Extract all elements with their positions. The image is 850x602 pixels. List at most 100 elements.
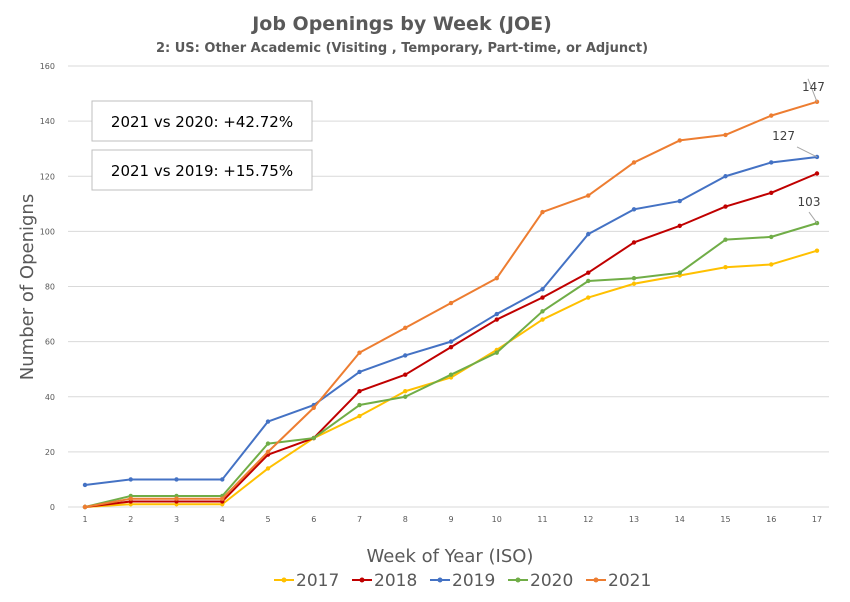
y-tick-label: 160 [40,62,55,71]
x-tick-label: 8 [403,515,408,524]
data-point [814,171,820,176]
data-point [677,270,682,275]
x-axis-ticks: 1 2 3 4 5 6 7 8 9 10 11 12 13 14 15 16 17 [82,515,822,524]
data-point [723,265,728,270]
data-point [448,344,454,350]
data-point [128,496,133,501]
data-point [403,325,408,331]
y-tick-label: 140 [40,117,55,126]
data-point [403,394,408,399]
data-point [220,496,225,501]
x-tick-label: 14 [675,515,685,524]
legend-item-2021: 2021 [586,571,651,591]
y-tick-label: 40 [45,393,55,402]
data-point [265,419,271,424]
chart-title: Job Openings by Week (JOE) [250,13,552,35]
series-2019 [82,154,820,488]
data-point [540,309,545,314]
data-point [403,389,408,394]
data-point [357,402,362,408]
legend-label: 2021 [608,571,651,591]
data-point [723,237,728,242]
x-tick-label: 11 [537,515,547,524]
data-point [769,113,774,118]
y-tick-label: 100 [40,227,55,236]
x-tick-label: 16 [766,515,776,524]
data-point [82,504,88,510]
data-point [311,435,316,441]
legend-item-2019: 2019 [430,571,495,591]
y-tick-label: 60 [45,338,55,347]
data-point [631,160,637,165]
data-point [448,339,454,344]
data-point [265,466,271,471]
annotation-box-2: 2021 vs 2019: +15.75% [91,149,313,191]
data-point [631,207,637,212]
data-point [586,295,591,300]
data-label-leader [796,146,818,158]
data-point [494,276,499,281]
data-point [448,300,454,306]
data-point [631,281,637,286]
data-label-leader [807,78,818,103]
data-point [357,369,362,375]
x-tick-label: 5 [265,515,270,524]
data-label-2021: 147 [802,80,825,94]
data-point [174,496,179,501]
data-point [494,311,499,317]
x-tick-label: 1 [82,515,87,524]
data-point [128,477,133,482]
annotation-text-1: 2021 vs 2020: +42.72% [111,113,293,131]
data-point [769,190,774,195]
data-point [540,295,545,300]
data-point [265,441,271,446]
x-tick-label: 17 [812,515,822,524]
data-point [769,234,774,240]
data-point [403,353,408,358]
data-point [265,449,271,455]
data-label-2020: 103 [798,195,821,209]
data-point [586,270,591,275]
annotation-text-2: 2021 vs 2019: +15.75% [111,162,293,180]
x-tick-label: 6 [311,515,316,524]
data-point [357,413,362,419]
legend-marker [515,577,521,583]
data-point [677,223,682,229]
legend-label: 2019 [452,571,495,591]
legend-marker [281,577,287,583]
x-tick-label: 2 [128,515,133,524]
data-point [220,477,225,482]
data-point [448,372,454,377]
x-tick-label: 12 [583,515,593,524]
y-axis-title: Number of Openigns [17,194,38,380]
data-point [494,317,499,322]
data-point [540,287,545,292]
series-line-2020 [84,222,818,508]
x-tick-label: 7 [357,515,362,524]
y-tick-label: 120 [40,172,55,181]
data-point [723,132,728,138]
x-tick-label: 13 [629,515,639,524]
data-point [723,204,728,209]
legend-label: 2020 [530,571,573,591]
series-2021 [82,99,820,510]
legend-label: 2017 [296,571,339,591]
data-point [311,405,316,410]
data-labels: 147 127 103 [772,78,825,224]
x-tick-label: 9 [448,515,453,524]
legend-marker [593,577,599,583]
data-point [357,350,362,355]
data-point [677,198,682,204]
chart-subtitle: 2: US: Other Academic (Visiting , Tempor… [156,41,648,56]
data-point [494,350,499,355]
x-tick-label: 15 [720,515,730,524]
series-line-2019 [84,155,818,486]
data-point [174,477,179,482]
legend-label: 2018 [374,571,417,591]
data-point [769,160,774,165]
legend: 2017 2018 2019 2020 2021 [274,571,651,591]
x-tick-label: 3 [174,515,179,524]
legend-marker [359,577,365,583]
x-tick-label: 4 [220,515,225,524]
